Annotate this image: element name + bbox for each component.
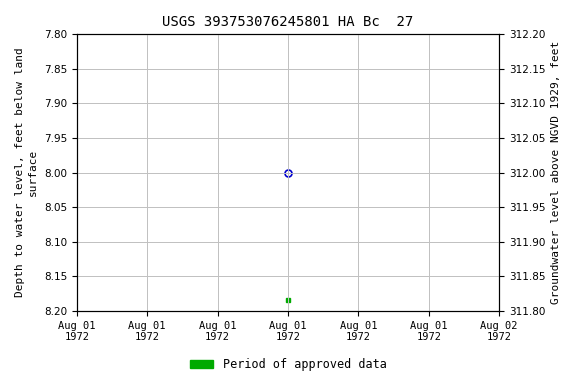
Legend: Period of approved data: Period of approved data <box>185 354 391 376</box>
Title: USGS 393753076245801 HA Bc  27: USGS 393753076245801 HA Bc 27 <box>162 15 414 29</box>
Y-axis label: Groundwater level above NGVD 1929, feet: Groundwater level above NGVD 1929, feet <box>551 41 561 304</box>
Y-axis label: Depth to water level, feet below land
surface: Depth to water level, feet below land su… <box>15 48 38 298</box>
